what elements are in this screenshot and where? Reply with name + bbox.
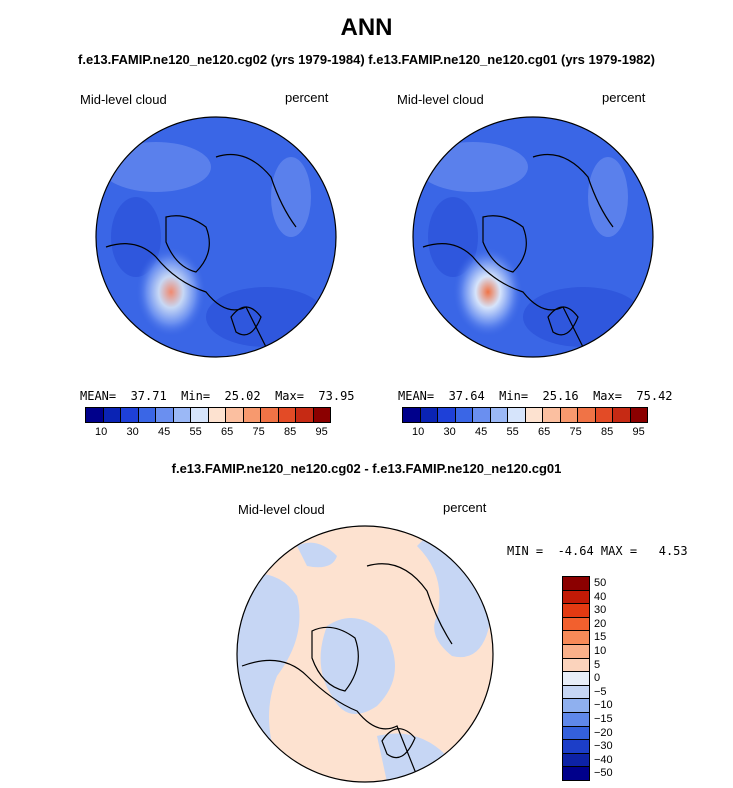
colorbar-tick-label: 75 <box>569 426 582 438</box>
diff-variable-label: Mid-level cloud <box>238 502 325 517</box>
diff-colorbar-tick-label: 20 <box>594 617 607 630</box>
diff-colorbar-tick-label: −15 <box>594 713 613 725</box>
diff-colorbar-tick-label: 40 <box>594 590 607 603</box>
diff-colorbar-swatch <box>562 576 590 591</box>
colorbar-tick-label: 10 <box>95 426 108 438</box>
colorbar-swatch <box>454 407 473 423</box>
colorbar-swatch <box>629 407 648 423</box>
diff-colorbar-swatch <box>562 644 590 659</box>
diff-colorbar-swatch <box>562 616 590 632</box>
colorbar-swatch <box>155 407 174 423</box>
diff-colorbar-tick-label: 30 <box>594 604 607 617</box>
diff-colorbar-tick-label: 10 <box>594 645 607 657</box>
colorbar-swatch <box>277 407 296 423</box>
diff-colorbar-tick-label: −30 <box>594 740 613 753</box>
diff-colorbar-swatch <box>562 671 590 686</box>
colorbar-tick-label: 10 <box>412 426 425 438</box>
colorbar-swatch <box>225 407 244 423</box>
diff-colorbar-tick-label: −5 <box>594 685 607 698</box>
colorbar-swatch <box>85 407 104 423</box>
diff-colorbar-swatch <box>562 698 590 713</box>
colorbar-swatch <box>489 407 508 423</box>
colorbar-tick-label: 30 <box>443 426 456 438</box>
colorbar-swatch <box>542 407 561 423</box>
colorbar-tick-label: 85 <box>601 426 614 438</box>
colorbar-swatch <box>137 407 156 423</box>
difference-title: f.e13.FAMIP.ne120_ne120.cg02 - f.e13.FAM… <box>171 461 562 476</box>
colorbar-swatch <box>190 407 209 423</box>
right-variable-label: Mid-level cloud <box>397 92 484 107</box>
left-map <box>95 116 337 358</box>
colorbar-tick-label: 75 <box>252 426 265 438</box>
difference-map <box>236 525 494 783</box>
colorbar-tick-label: 45 <box>475 426 488 438</box>
right-stats: MEAN= 37.64 Min= 25.16 Max= 75.42 <box>398 389 673 403</box>
colorbar-swatch <box>507 407 526 423</box>
diff-colorbar-tick-label: 5 <box>594 658 601 671</box>
colorbar-swatch <box>312 407 331 423</box>
colorbar-swatch <box>594 407 613 423</box>
left-colorbar <box>85 407 331 423</box>
colorbar-swatch <box>612 407 631 423</box>
diff-colorbar-swatch <box>562 712 590 727</box>
diff-colorbar-tick-label: −50 <box>594 767 613 780</box>
left-units-label: percent <box>285 90 329 105</box>
diff-units-label: percent <box>443 500 487 515</box>
left-colorbar-ticks: 10 30 45 55 65 75 85 95 <box>85 426 330 440</box>
colorbar-tick-label: 65 <box>221 426 234 438</box>
colorbar-swatch <box>295 407 314 423</box>
colorbar-tick-label: 85 <box>284 426 297 438</box>
colorbar-tick-label: 95 <box>315 426 328 438</box>
colorbar-swatch <box>120 407 139 423</box>
diff-colorbar-swatch <box>562 684 590 700</box>
diff-colorbar-tick-label: 15 <box>594 631 607 644</box>
colorbar-swatch <box>242 407 261 423</box>
diff-colorbar <box>562 576 590 781</box>
colorbar-swatch <box>472 407 491 423</box>
colorbar-swatch <box>577 407 596 423</box>
right-colorbar-ticks: 10 30 45 55 65 75 85 95 <box>402 426 647 440</box>
right-colorbar <box>402 407 648 423</box>
colorbar-swatch <box>437 407 456 423</box>
diff-colorbar-swatch <box>562 657 590 673</box>
diff-stats: MIN = -4.64 MAX = 4.53 <box>507 544 688 558</box>
colorbar-tick-label: 45 <box>158 426 171 438</box>
diff-colorbar-swatch <box>562 766 590 781</box>
colorbar-swatch <box>559 407 578 423</box>
colorbar-tick-label: 65 <box>538 426 551 438</box>
diff-colorbar-tick-label: 50 <box>594 577 607 589</box>
diff-colorbar-swatch <box>562 739 590 754</box>
colorbar-tick-label: 55 <box>506 426 519 438</box>
colorbar-tick-label: 55 <box>189 426 202 438</box>
diff-colorbar-ticks: 50 40 30 20 15 10 5 0 −5 −10 −15 −20 −30 −40 −50 <box>594 576 634 780</box>
colorbar-swatch <box>402 407 421 423</box>
diff-colorbar-swatch <box>562 589 590 605</box>
colorbar-swatch <box>260 407 279 423</box>
diff-colorbar-tick-label: 0 <box>594 672 601 685</box>
colorbar-tick-label: 95 <box>632 426 645 438</box>
colorbar-swatch <box>172 407 191 423</box>
diff-colorbar-swatch <box>562 630 590 645</box>
right-units-label: percent <box>602 90 646 105</box>
right-map <box>412 116 654 358</box>
colorbar-swatch <box>524 407 543 423</box>
left-variable-label: Mid-level cloud <box>80 92 167 107</box>
diff-colorbar-swatch <box>562 603 590 618</box>
diff-colorbar-tick-label: −40 <box>594 753 613 766</box>
colorbar-swatch <box>207 407 226 423</box>
colorbar-swatch <box>102 407 121 423</box>
diff-colorbar-tick-label: −10 <box>594 699 613 712</box>
diff-colorbar-tick-label: −20 <box>594 726 613 739</box>
left-stats: MEAN= 37.71 Min= 25.02 Max= 73.95 <box>80 389 355 403</box>
colorbar-swatch <box>419 407 438 423</box>
diff-colorbar-swatch <box>562 752 590 768</box>
page-title: ANN <box>340 14 393 41</box>
colorbar-tick-label: 30 <box>126 426 139 438</box>
case-subtitle: f.e13.FAMIP.ne120_ne120.cg02 (yrs 1979-1… <box>78 52 655 67</box>
diff-colorbar-swatch <box>562 725 590 741</box>
